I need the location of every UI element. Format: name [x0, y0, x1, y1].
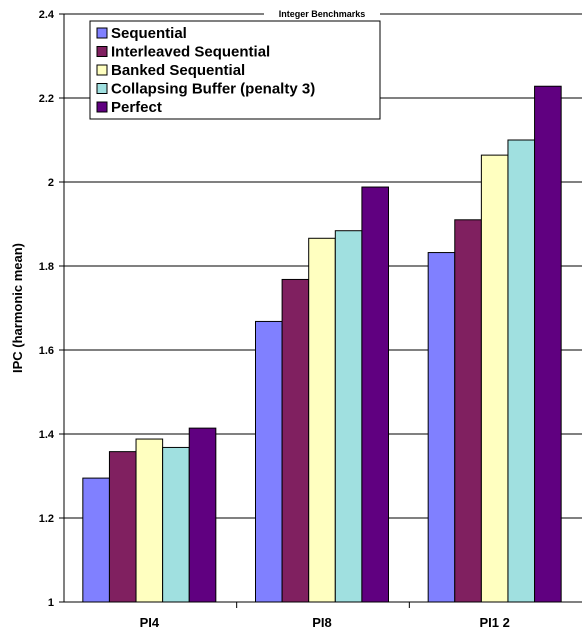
legend-label: Interleaved Sequential [111, 44, 270, 61]
legend-label: Collapsing Buffer (penalty 3) [111, 81, 315, 98]
bar [427, 252, 456, 603]
chart-title: Integer Benchmarks [279, 9, 366, 19]
legend-label: Banked Sequential [111, 62, 245, 79]
x-category-labels: PI4 PI8 PI1 2 [140, 615, 510, 630]
y-tick-label: 2.4 [39, 9, 55, 21]
bar [507, 139, 536, 603]
bar [480, 154, 509, 603]
x-category-label: PI1 2 [479, 615, 509, 630]
y-axis-title: IPC (harmonic mean) [10, 243, 25, 373]
bars [82, 85, 562, 603]
chart-title-background [264, 8, 380, 20]
y-tick-label: 1.4 [39, 429, 55, 441]
legend-swatch [96, 83, 108, 94]
legend-swatch [96, 64, 108, 76]
legend-swatch [96, 46, 108, 57]
legend-label: Perfect [111, 99, 162, 116]
y-tick-label: 1.6 [39, 345, 54, 357]
bar [308, 237, 336, 603]
bar [82, 477, 110, 603]
y-tick-label: 1.2 [39, 513, 54, 525]
x-category-label: PI8 [312, 615, 332, 630]
bar [135, 438, 164, 603]
y-tick-label: 2 [48, 177, 54, 189]
axes [63, 14, 582, 608]
y-tick-labels: 1 1.2 1.4 1.6 1.8 2 2.2 2.4 [39, 9, 55, 609]
bar [361, 186, 389, 603]
legend-label: Sequential [111, 25, 187, 42]
bar [334, 230, 363, 603]
bar [534, 85, 562, 603]
bar [108, 451, 137, 603]
legend-swatch [96, 27, 108, 39]
bar [188, 427, 217, 603]
y-tick-label: 1 [48, 597, 54, 609]
y-tick-label: 2.2 [39, 93, 54, 105]
y-tick-label: 1.8 [39, 261, 54, 273]
legend-box [89, 20, 381, 120]
bar [162, 446, 190, 603]
bar [454, 219, 482, 603]
bar [255, 320, 283, 603]
legend-swatch [96, 101, 108, 113]
bar [281, 278, 310, 603]
x-category-label: PI4 [140, 615, 160, 630]
